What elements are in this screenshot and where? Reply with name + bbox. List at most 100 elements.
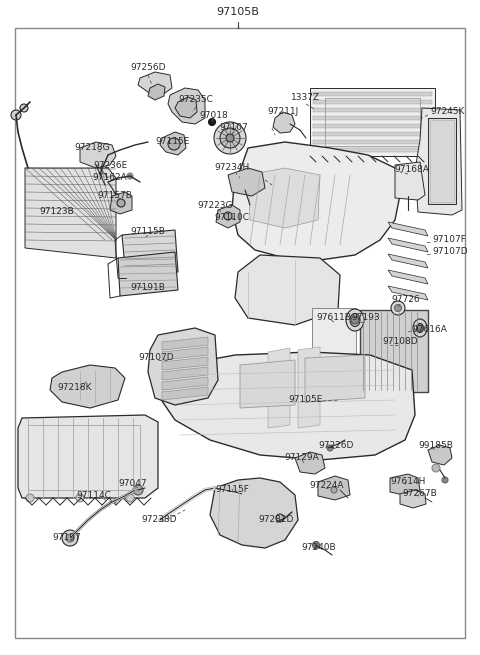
Bar: [312, 308, 356, 363]
Text: 97115F: 97115F: [215, 485, 249, 495]
Text: 97256D: 97256D: [130, 64, 166, 73]
Text: 97236E: 97236E: [93, 162, 127, 170]
Polygon shape: [148, 328, 218, 405]
Text: 97107F: 97107F: [432, 236, 466, 244]
Circle shape: [442, 477, 448, 483]
Text: 97238D: 97238D: [141, 515, 177, 525]
Polygon shape: [118, 252, 178, 296]
Circle shape: [62, 530, 78, 546]
Circle shape: [395, 305, 401, 312]
Polygon shape: [160, 132, 186, 155]
Text: 97611B: 97611B: [317, 314, 351, 322]
Polygon shape: [273, 112, 295, 133]
Bar: [360, 310, 428, 392]
Circle shape: [168, 138, 180, 150]
Bar: [313, 140, 432, 144]
Polygon shape: [295, 452, 325, 474]
Bar: [310, 88, 435, 156]
Text: 97047: 97047: [119, 479, 147, 489]
Text: 97110C: 97110C: [215, 214, 250, 223]
Circle shape: [76, 494, 84, 502]
Polygon shape: [415, 108, 462, 215]
Polygon shape: [122, 230, 178, 278]
Polygon shape: [216, 205, 240, 228]
Polygon shape: [388, 286, 428, 300]
Bar: [313, 124, 432, 128]
Circle shape: [26, 494, 34, 502]
Text: 97193: 97193: [352, 314, 380, 322]
Text: 97223G: 97223G: [197, 202, 233, 210]
Text: 97240B: 97240B: [302, 544, 336, 553]
Text: 97157B: 97157B: [97, 191, 132, 200]
Polygon shape: [388, 238, 428, 252]
Text: 97224A: 97224A: [310, 481, 344, 491]
Bar: [313, 108, 432, 112]
Polygon shape: [162, 337, 208, 350]
Bar: [313, 100, 432, 104]
Polygon shape: [175, 97, 197, 118]
Circle shape: [208, 119, 216, 126]
Text: 97267B: 97267B: [403, 489, 437, 498]
Text: 97211J: 97211J: [267, 107, 299, 117]
Polygon shape: [110, 192, 132, 214]
Text: 97614H: 97614H: [390, 477, 426, 487]
Bar: [313, 116, 432, 120]
Text: 1337Z: 1337Z: [291, 94, 321, 102]
Polygon shape: [305, 355, 365, 402]
Text: 97115B: 97115B: [131, 227, 166, 236]
Polygon shape: [240, 360, 295, 408]
Circle shape: [133, 485, 143, 495]
Text: 97234H: 97234H: [215, 164, 250, 172]
Text: 97197: 97197: [53, 534, 82, 542]
Circle shape: [220, 128, 240, 148]
Circle shape: [126, 494, 134, 502]
Polygon shape: [232, 142, 400, 260]
Polygon shape: [388, 270, 428, 284]
Circle shape: [312, 542, 320, 548]
Polygon shape: [50, 365, 125, 408]
Circle shape: [351, 316, 359, 324]
Circle shape: [391, 301, 405, 315]
Circle shape: [20, 104, 28, 112]
Text: 97616A: 97616A: [412, 326, 447, 335]
Polygon shape: [400, 490, 426, 508]
Text: 97107: 97107: [220, 124, 248, 132]
Circle shape: [117, 199, 125, 207]
Text: 97115E: 97115E: [156, 138, 190, 147]
Polygon shape: [148, 84, 165, 100]
Circle shape: [11, 110, 21, 120]
Circle shape: [331, 487, 337, 493]
Text: 97726: 97726: [392, 295, 420, 305]
Ellipse shape: [350, 314, 360, 326]
Bar: [28, 425, 140, 490]
Polygon shape: [168, 88, 205, 124]
Polygon shape: [80, 142, 116, 168]
Bar: [430, 120, 454, 202]
Polygon shape: [235, 255, 340, 325]
Text: 97105E: 97105E: [289, 396, 323, 405]
Circle shape: [327, 445, 333, 451]
Text: 99185B: 99185B: [419, 441, 454, 451]
Polygon shape: [428, 445, 452, 465]
Circle shape: [417, 325, 423, 331]
Text: 97114C: 97114C: [77, 491, 111, 500]
Polygon shape: [268, 348, 290, 428]
Circle shape: [226, 134, 234, 142]
Text: 97162A: 97162A: [93, 174, 127, 183]
Text: 97218G: 97218G: [74, 143, 110, 153]
Circle shape: [66, 534, 74, 542]
Bar: [313, 132, 432, 136]
Polygon shape: [210, 478, 298, 548]
Circle shape: [214, 122, 246, 154]
Circle shape: [276, 514, 284, 522]
Polygon shape: [228, 168, 265, 196]
Polygon shape: [248, 168, 320, 228]
Polygon shape: [162, 377, 208, 390]
Polygon shape: [390, 474, 420, 496]
Text: 97105B: 97105B: [216, 7, 259, 17]
Polygon shape: [298, 347, 320, 428]
Text: 97018: 97018: [200, 111, 228, 119]
Text: 97108D: 97108D: [382, 337, 418, 346]
Text: 97129A: 97129A: [285, 453, 319, 462]
Polygon shape: [395, 162, 425, 200]
